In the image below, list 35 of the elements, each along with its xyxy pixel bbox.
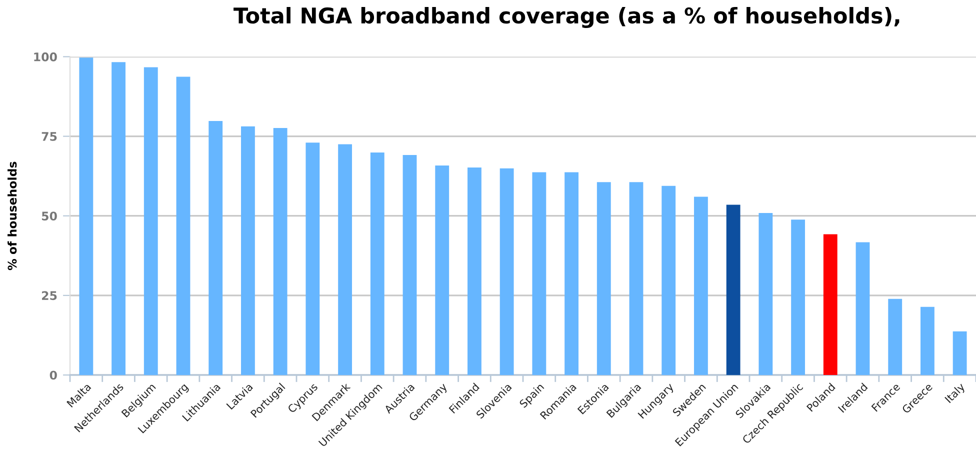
bar [629,182,644,375]
bar [920,306,934,375]
y-tick-label: 25 [42,291,57,300]
bar [888,298,902,375]
bar [823,234,838,375]
bar [370,152,384,375]
bar [79,58,94,375]
bar [596,182,611,375]
bar [273,128,288,375]
chart-title: Total NGA broadband coverage (as a % of households), [234,7,900,28]
y-tick-label: 0 [50,370,57,380]
bar [662,186,676,375]
bar [500,168,514,375]
bar [952,331,967,375]
bar [564,172,578,375]
y-tick-label: 100 [34,52,57,62]
y-tick-label: 50 [42,212,57,221]
bar [144,67,158,375]
bar [402,155,417,375]
bar [532,172,546,375]
y-axis-title: % of households [8,162,17,270]
y-tick-label: 75 [42,132,57,141]
bar [338,144,352,375]
bar [208,120,223,375]
bar [791,220,805,375]
bar [468,167,482,375]
bar [176,76,190,375]
bar [758,212,773,375]
bar [241,126,255,375]
bar [435,166,450,375]
bar [306,142,320,375]
bar [112,62,126,375]
bar [694,196,708,375]
bar [856,242,870,375]
bar [726,204,740,375]
